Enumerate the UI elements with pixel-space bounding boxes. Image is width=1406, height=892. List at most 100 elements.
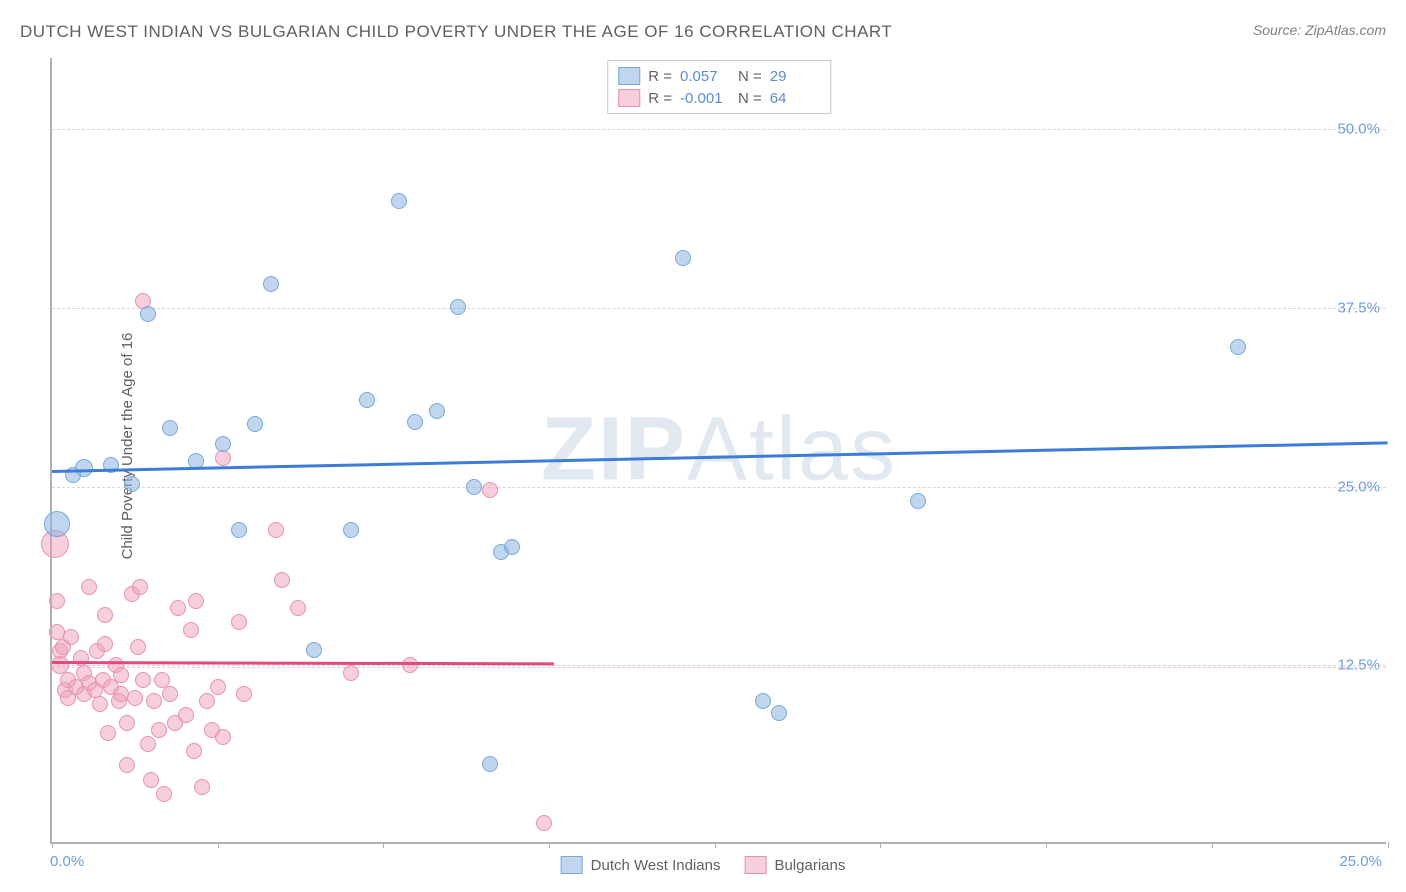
scatter-point [306,642,322,658]
scatter-point [199,693,215,709]
scatter-point [263,276,279,292]
x-tick-mark [52,842,53,848]
scatter-point [755,693,771,709]
scatter-point [135,672,151,688]
scatter-point [407,414,423,430]
scatter-point [215,729,231,745]
legend-item-0: Dutch West Indians [561,856,721,874]
scatter-point [127,690,143,706]
scatter-point [140,736,156,752]
scatter-point [359,392,375,408]
scatter-point [63,629,79,645]
scatter-point [466,479,482,495]
scatter-point [274,572,290,588]
stat-r-value-0: 0.057 [680,68,730,85]
scatter-point [162,420,178,436]
scatter-point [1230,339,1246,355]
scatter-point [132,579,148,595]
scatter-point [210,679,226,695]
scatter-point [188,593,204,609]
gridline-h [52,665,1386,666]
scatter-point [343,522,359,538]
scatter-point [504,539,520,555]
scatter-point [143,772,159,788]
y-tick-label: 37.5% [1337,300,1380,317]
x-tick-max: 25.0% [1339,853,1382,870]
scatter-point [402,657,418,673]
legend-swatch-0 [618,67,640,85]
legend-swatch-bottom-1 [744,856,766,874]
x-tick-mark [715,842,716,848]
scatter-point [100,725,116,741]
scatter-point [215,436,231,452]
scatter-point [236,686,252,702]
scatter-point [151,722,167,738]
scatter-point [97,607,113,623]
scatter-point [156,786,172,802]
trend-line [52,441,1388,472]
scatter-point [675,250,691,266]
scatter-point [124,476,140,492]
chart-plot-area: ZIPAtlas R = 0.057 N = 29 R = -0.001 N =… [50,58,1386,844]
scatter-point [429,403,445,419]
gridline-h [52,129,1386,130]
x-tick-mark [383,842,384,848]
scatter-point [186,743,202,759]
stat-n-value-1: 64 [770,90,820,107]
scatter-point [92,696,108,712]
scatter-point [119,757,135,773]
scatter-point [268,522,284,538]
scatter-point [75,459,93,477]
x-tick-mark [1046,842,1047,848]
y-tick-label: 25.0% [1337,478,1380,495]
x-tick-mark [1212,842,1213,848]
stat-n-value-0: 29 [770,68,820,85]
scatter-point [450,299,466,315]
scatter-point [215,450,231,466]
scatter-point [247,416,263,432]
watermark-light: Atlas [687,400,897,500]
legend-stats: R = 0.057 N = 29 R = -0.001 N = 64 [607,60,831,114]
stat-r-value-1: -0.001 [680,90,730,107]
scatter-point [130,639,146,655]
gridline-h [52,308,1386,309]
scatter-point [536,815,552,831]
stat-r-label: R = [648,68,672,85]
scatter-point [482,482,498,498]
scatter-point [44,511,70,537]
gridline-h-pink [52,667,1386,668]
scatter-point [290,600,306,616]
legend-swatch-1 [618,89,640,107]
x-tick-mark [218,842,219,848]
legend-series: Dutch West Indians Bulgarians [561,856,846,874]
legend-label-0: Dutch West Indians [591,857,721,874]
x-tick-mark [880,842,881,848]
scatter-point [482,756,498,772]
legend-stats-row-1: R = -0.001 N = 64 [618,87,820,109]
scatter-point [343,665,359,681]
scatter-point [170,600,186,616]
scatter-point [49,593,65,609]
chart-title: DUTCH WEST INDIAN VS BULGARIAN CHILD POV… [20,22,892,42]
scatter-point [178,707,194,723]
gridline-h [52,487,1386,488]
scatter-point [162,686,178,702]
stat-n-label: N = [738,68,762,85]
legend-item-1: Bulgarians [744,856,845,874]
x-tick-mark [549,842,550,848]
scatter-point [119,715,135,731]
scatter-point [146,693,162,709]
watermark-bold: ZIP [541,400,687,500]
y-tick-label: 50.0% [1337,121,1380,138]
stat-r-label: R = [648,90,672,107]
legend-swatch-bottom-0 [561,856,583,874]
scatter-point [113,667,129,683]
scatter-point [97,636,113,652]
scatter-point [391,193,407,209]
stat-n-label: N = [738,90,762,107]
scatter-point [910,493,926,509]
legend-stats-row-0: R = 0.057 N = 29 [618,65,820,87]
scatter-point [231,522,247,538]
scatter-point [183,622,199,638]
x-tick-min: 0.0% [50,853,84,870]
